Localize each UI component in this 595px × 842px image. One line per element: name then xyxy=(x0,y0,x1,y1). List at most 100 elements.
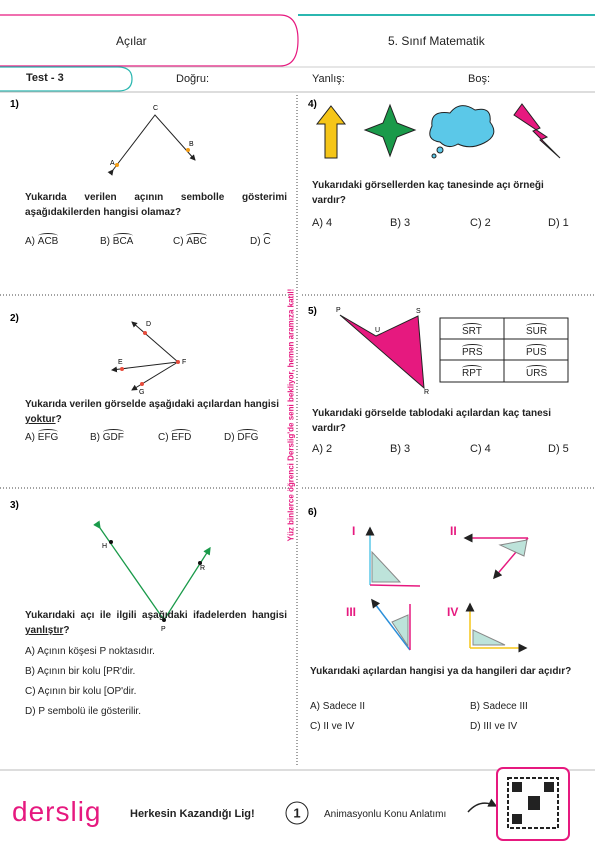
question-text: Yukarıdaki açılardan hangisi ya da hangi… xyxy=(310,666,572,677)
angle: EFG xyxy=(37,429,59,443)
table-cell: PUS xyxy=(526,344,547,358)
option-letter: C) xyxy=(158,432,169,443)
option: C) II ve IV xyxy=(310,721,355,732)
option-letter: B) xyxy=(90,432,100,443)
point-label: H xyxy=(102,543,107,550)
angle: ACB xyxy=(37,233,59,247)
figure-label: III xyxy=(346,605,357,619)
question-number: 1) xyxy=(10,99,19,110)
option-letter: A) xyxy=(25,236,35,247)
angle: EFD xyxy=(171,429,192,443)
option: C) Açının bir kolu [OP'dir. xyxy=(25,686,137,697)
angle: URS xyxy=(526,365,548,379)
subject: 5. Sınıf Matematik xyxy=(388,34,485,48)
empty-label: Boş: xyxy=(468,73,491,85)
angle: ABC xyxy=(186,233,207,247)
question-number: 6) xyxy=(308,507,317,518)
angle: BCA xyxy=(112,233,134,247)
question-number: 4) xyxy=(308,99,317,110)
option: D) 5 xyxy=(548,443,569,455)
question-number: 3) xyxy=(10,500,19,511)
option-letter: B) xyxy=(100,236,110,247)
angle: SRT xyxy=(462,323,482,337)
option: A) ACB xyxy=(25,233,59,247)
option: C) EFD xyxy=(158,429,192,443)
point-label: B xyxy=(189,141,194,148)
table-cell: URS xyxy=(526,365,548,379)
question-body: Yukarıda verilen görselde aşağıdaki açıl… xyxy=(25,399,279,410)
link-text[interactable]: Animasyonlu Konu Anlatımı xyxy=(324,809,447,820)
question-number: 5) xyxy=(308,306,317,317)
brand-logo[interactable]: derslig xyxy=(12,796,102,827)
question-text: Yukarıdaki görselde tablodaki açılardan … xyxy=(312,408,551,434)
slogan: Herkesin Kazandığı Lig! xyxy=(130,808,255,820)
question-text: Yukarıda verilen görselde aşağıdaki açıl… xyxy=(25,397,287,427)
question-text: Yukarıdaki açı ile ilgili aşağıdaki ifad… xyxy=(25,608,287,638)
angle: C xyxy=(263,233,271,247)
option: C) ABC xyxy=(173,233,207,247)
point-label: P xyxy=(336,307,341,314)
option-letter: D) xyxy=(224,432,235,443)
option: D) C xyxy=(250,233,271,247)
option: B) 3 xyxy=(390,443,411,455)
side-banner: Yüz binlerce öğrenci Derslig'de seni bek… xyxy=(286,288,296,542)
question-mark: ? xyxy=(63,625,70,636)
point-label: S xyxy=(416,308,421,315)
question-text: Yukarıda verilen açının sembolle gösteri… xyxy=(25,192,287,218)
option: D) P sembolü ile gösterilir. xyxy=(25,706,141,717)
option: A) 4 xyxy=(312,217,333,229)
emphasis: yanlıştır xyxy=(25,625,64,636)
angle: PRS xyxy=(462,344,483,358)
angle: DFG xyxy=(237,429,259,443)
point-label: R xyxy=(424,389,429,396)
wrong-label: Yanlış: xyxy=(312,73,345,85)
option: C) 4 xyxy=(470,443,491,455)
option: D) DFG xyxy=(224,429,259,443)
question-mark: ? xyxy=(55,414,62,425)
table-cell: RPT xyxy=(462,365,482,379)
page-title: Açılar xyxy=(116,34,147,48)
figure-label: IV xyxy=(447,605,459,619)
option: B) Açının bir kolu [PR'dir. xyxy=(25,666,136,677)
point-label: C xyxy=(153,105,158,112)
option: C) 2 xyxy=(470,217,491,229)
option: A) Açının köşesi P noktasıdır. xyxy=(25,646,155,657)
angle: SUR xyxy=(526,323,548,337)
point-label: F xyxy=(182,359,186,366)
page-number: 1 xyxy=(293,805,301,821)
option: A) EFG xyxy=(25,429,59,443)
test-number: Test - 3 xyxy=(26,72,64,84)
option: A) 2 xyxy=(312,443,333,455)
figure-label: II xyxy=(450,524,457,538)
point-label: R xyxy=(200,565,205,572)
table-cell: SUR xyxy=(526,323,548,337)
point-label: D xyxy=(146,321,151,328)
table-cell: SRT xyxy=(462,323,482,337)
option: D) 1 xyxy=(548,217,569,229)
option: A) Sadece II xyxy=(310,701,366,712)
point-label: E xyxy=(118,359,123,366)
correct-label: Doğru: xyxy=(176,73,210,85)
angle: RPT xyxy=(462,365,482,379)
point-label: G xyxy=(139,389,144,396)
option-letter: C) xyxy=(173,236,184,247)
figure-label: I xyxy=(352,524,356,538)
angle: GDF xyxy=(102,429,125,443)
angle: PUS xyxy=(526,344,547,358)
option: B) Sadece III xyxy=(470,701,528,712)
option-letter: A) xyxy=(25,432,35,443)
option-letter: D) xyxy=(250,236,261,247)
question-body: Yukarıdaki açı ile ilgili aşağıdaki ifad… xyxy=(25,610,287,621)
option: B) BCA xyxy=(100,233,134,247)
question-text: Yukarıdaki görsellerden kaç tanesinde aç… xyxy=(312,180,544,206)
option: B) 3 xyxy=(390,217,411,229)
emphasis: yoktur xyxy=(25,414,56,425)
question-number: 2) xyxy=(10,313,19,324)
option: B) GDF xyxy=(90,429,125,443)
point-label: U xyxy=(375,327,380,334)
table-cell: PRS xyxy=(462,344,483,358)
point-label: P xyxy=(161,626,166,633)
option: D) III ve IV xyxy=(470,721,518,732)
